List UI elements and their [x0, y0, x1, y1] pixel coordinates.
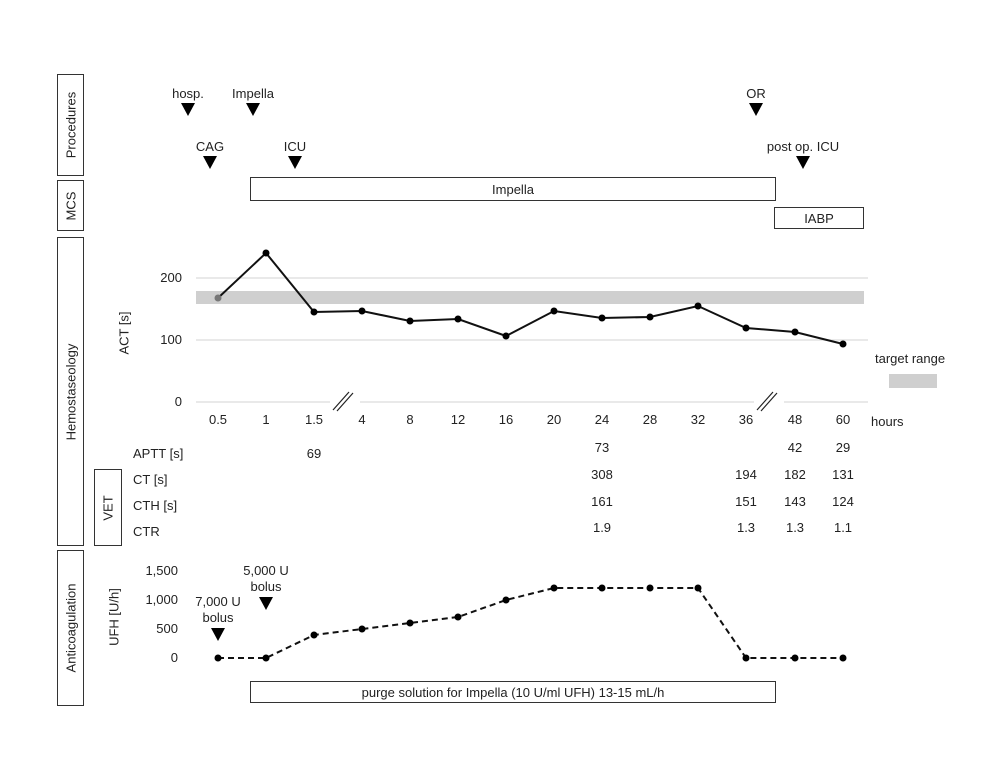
triangle-marker-icon — [246, 103, 260, 116]
x-tick: 12 — [450, 412, 466, 427]
triangle-marker-icon — [288, 156, 302, 169]
procedure-or-label: OR — [746, 86, 766, 101]
bolus-7000-amount: 7,000 U — [195, 594, 241, 609]
target-range-legend-label: target range — [875, 351, 946, 366]
ufh-ytick-0: 0 — [170, 650, 178, 665]
section-mcs: MCS — [57, 180, 84, 231]
ufh-ytick-1000: 1,000 — [145, 592, 178, 607]
triangle-marker-icon — [749, 103, 763, 116]
section-hemostaseology: Hemostaseology — [57, 237, 84, 546]
ctr-value: 1.1 — [833, 520, 853, 535]
x-tick: 24 — [594, 412, 610, 427]
procedure-hosp-label: hosp. — [172, 86, 204, 101]
purge-solution-label: purge solution for Impella (10 U/ml UFH)… — [361, 684, 665, 700]
procedure-impella-label: Impella — [232, 86, 274, 101]
act-y-axis-label: ACT [s] — [116, 311, 132, 355]
bolus-5000-label: bolus — [250, 579, 282, 594]
triangle-marker-icon — [181, 103, 195, 116]
cth-value: 161 — [591, 494, 613, 509]
mcs-impella-bar: Impella — [250, 177, 776, 201]
aptt-value: 73 — [594, 440, 610, 455]
mcs-iabp-label: IABP — [804, 210, 834, 226]
aptt-value: 29 — [835, 440, 851, 455]
ct-value: 131 — [832, 467, 854, 482]
lab-row-label-ctr: CTR — [133, 524, 160, 539]
x-tick: 0.5 — [208, 412, 228, 427]
purge-solution-bar: purge solution for Impella (10 U/ml UFH)… — [250, 681, 776, 703]
aptt-value: 69 — [306, 446, 322, 461]
act-ytick-100: 100 — [160, 332, 182, 347]
x-tick: 1.5 — [304, 412, 324, 427]
bolus-7000-label: bolus — [202, 610, 234, 625]
x-tick: 48 — [787, 412, 803, 427]
section-vet: VET — [94, 469, 122, 546]
act-ytick-0: 0 — [174, 394, 182, 409]
ctr-value: 1.3 — [736, 520, 756, 535]
ctr-value: 1.3 — [785, 520, 805, 535]
x-tick: 60 — [835, 412, 851, 427]
triangle-marker-icon — [259, 597, 273, 610]
triangle-marker-icon — [203, 156, 217, 169]
cth-value: 124 — [832, 494, 854, 509]
ufh-ytick-1500: 1,500 — [145, 563, 178, 578]
x-tick: 16 — [498, 412, 514, 427]
target-range-band — [196, 291, 864, 304]
procedure-icu-label: ICU — [283, 139, 307, 154]
lab-row-label-aptt: APTT [s] — [133, 446, 184, 461]
triangle-marker-icon — [211, 628, 225, 641]
x-tick: 8 — [406, 412, 414, 427]
x-tick: 1 — [262, 412, 270, 427]
x-tick: 20 — [546, 412, 562, 427]
cth-value: 143 — [784, 494, 806, 509]
triangle-marker-icon — [796, 156, 810, 169]
ct-value: 308 — [591, 467, 613, 482]
mcs-impella-label: Impella — [492, 181, 534, 197]
aptt-value: 42 — [787, 440, 803, 455]
section-procedures: Procedures — [57, 74, 84, 176]
section-anticoagulation: Anticoagulation — [57, 550, 84, 706]
target-range-legend-swatch — [889, 374, 937, 388]
ct-value: 182 — [784, 467, 806, 482]
cth-value: 151 — [735, 494, 757, 509]
act-ytick-200: 200 — [160, 270, 182, 285]
procedure-cag-label: CAG — [195, 139, 225, 154]
lab-row-label-cth: CTH [s] — [133, 498, 178, 513]
x-tick: 28 — [642, 412, 658, 427]
procedure-postop-icu-label: post op. ICU — [766, 139, 840, 154]
x-tick: 32 — [690, 412, 706, 427]
mcs-iabp-bar: IABP — [774, 207, 864, 229]
x-tick: 4 — [358, 412, 366, 427]
bolus-5000-amount: 5,000 U — [243, 563, 289, 578]
ufh-ytick-500: 500 — [156, 621, 178, 636]
lab-row-label-ct: CT [s] — [133, 472, 168, 487]
x-axis-unit-label: hours — [871, 414, 904, 429]
ctr-value: 1.9 — [592, 520, 612, 535]
ufh-y-axis-label: UFH [U/h] — [106, 588, 122, 646]
x-tick: 36 — [738, 412, 754, 427]
ct-value: 194 — [735, 467, 757, 482]
